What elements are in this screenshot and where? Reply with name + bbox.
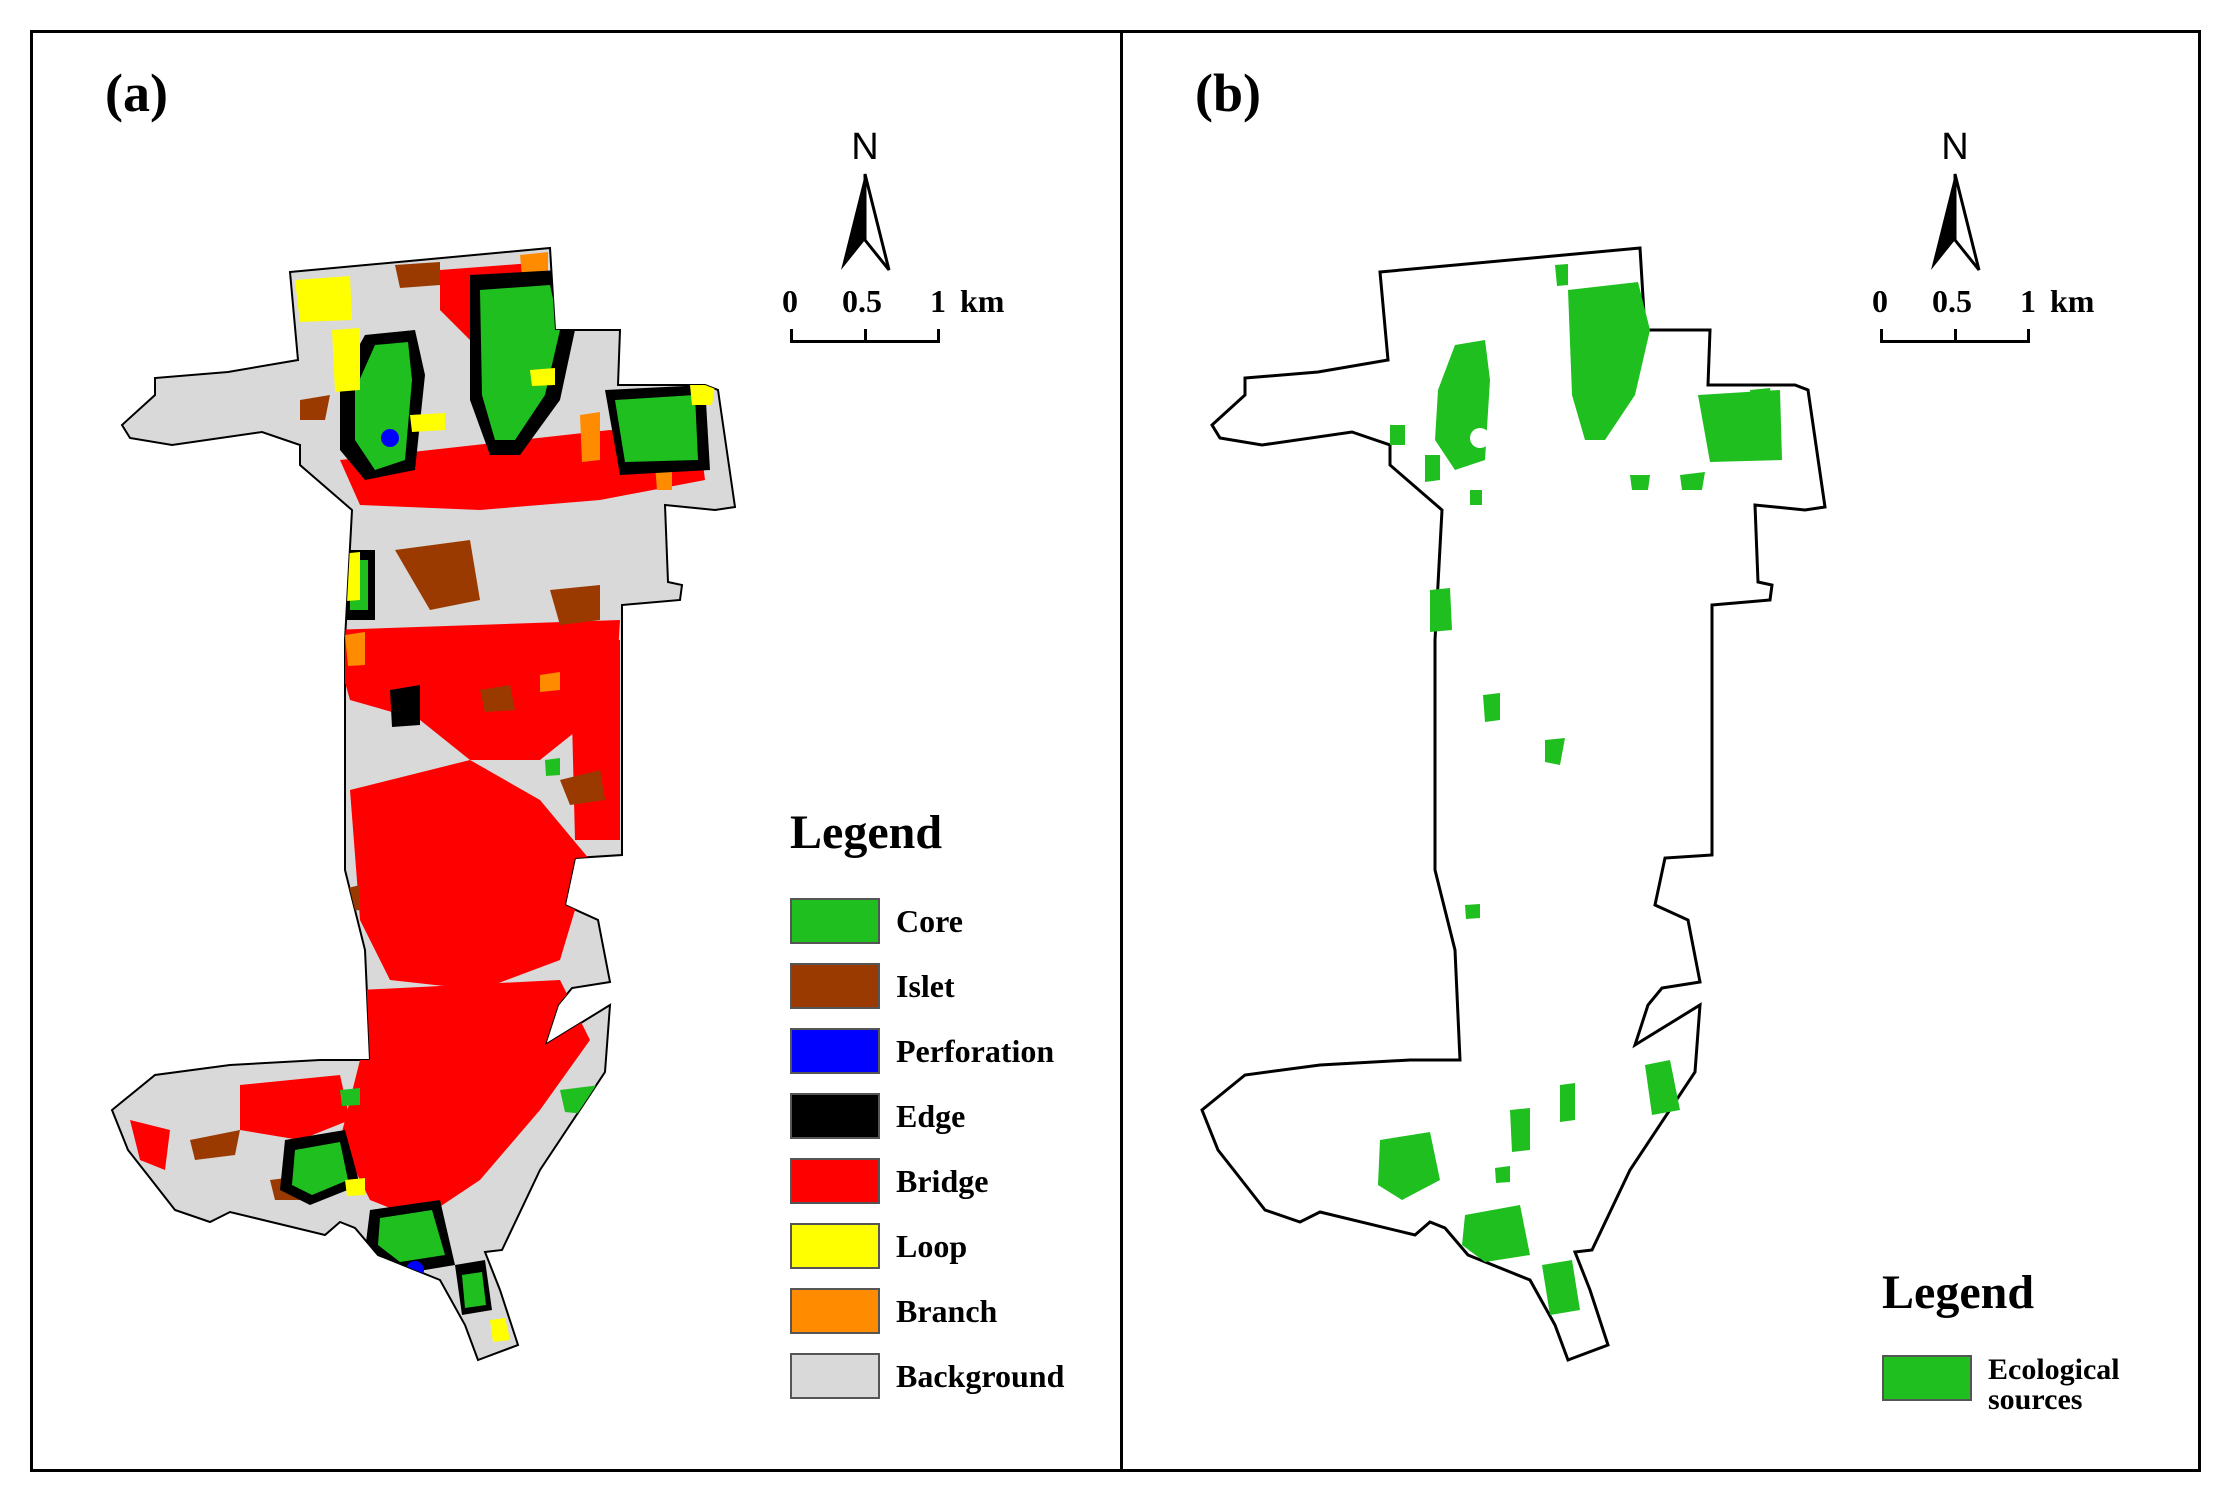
north-arrow-b: N — [1925, 128, 1985, 281]
legend-label: Background — [896, 1357, 1065, 1394]
legend-label: Core — [896, 902, 963, 939]
scale-mid-tick — [1954, 329, 1957, 343]
ecological-sources — [1378, 264, 1782, 1315]
legend-label: Loop — [896, 1227, 968, 1264]
legend-item-core: Core — [790, 897, 963, 945]
swatch-edge — [790, 1093, 880, 1139]
legend-label: Branch — [896, 1292, 998, 1329]
legend-title-a: Legend — [790, 806, 943, 859]
scale-mid-tick — [864, 329, 867, 343]
map-b-hole — [1470, 428, 1490, 448]
legend-item-background: Background — [790, 1352, 1064, 1400]
north-letter: N — [851, 126, 879, 168]
panel-b-label: (b) — [1195, 63, 1261, 123]
scale-tick-0-5: 0.5 — [1932, 283, 1972, 319]
legend-item-islet: Islet — [790, 962, 955, 1010]
scale-bar-a: 0 0.5 1 km — [782, 283, 1004, 353]
swatch-background — [790, 1353, 880, 1399]
figure-frame — [30, 30, 2201, 1472]
legend-item-bridge: Bridge — [790, 1157, 988, 1205]
legend-label-line1: Ecological — [1988, 1353, 2120, 1386]
core-areas — [292, 285, 698, 1308]
swatch-core — [790, 898, 880, 944]
legend-label: Edge — [896, 1097, 966, 1134]
scale-tick-0-5: 0.5 — [842, 283, 882, 319]
legend-item-perforation: Perforation — [790, 1027, 1054, 1075]
north-letter: N — [1941, 126, 1969, 168]
legend-label-line2: sources — [1988, 1383, 2083, 1416]
legend-label: Bridge — [896, 1162, 989, 1199]
legend-label: Islet — [896, 967, 955, 1004]
map-a-features — [130, 252, 715, 1342]
scale-unit: km — [2050, 283, 2095, 319]
legend-item-edge: Edge — [790, 1092, 965, 1140]
scale-unit: km — [960, 283, 1005, 319]
scale-tick-0: 0 — [1872, 283, 1888, 319]
map-b — [1200, 246, 1827, 1362]
north-arrow-icon — [841, 173, 891, 271]
swatch-loop — [790, 1223, 880, 1269]
legend-label-ecological-sources: Ecological sources — [1988, 1355, 2120, 1415]
legend-title-b: Legend — [1882, 1266, 2035, 1319]
north-arrow-a: N — [835, 128, 895, 281]
legend-item-branch: Branch — [790, 1287, 997, 1335]
scale-bar-b: 0 0.5 1 km — [1872, 283, 2094, 353]
legend-label: Perforation — [896, 1032, 1055, 1069]
panel-divider — [1120, 30, 1123, 1472]
swatch-perforation — [790, 1028, 880, 1074]
map-a — [110, 246, 737, 1362]
swatch-branch — [790, 1288, 880, 1334]
swatch-bridge — [790, 1158, 880, 1204]
panel-a-label: (a) — [105, 63, 168, 123]
legend-item-ecological-sources: Ecological sources — [1882, 1355, 2120, 1415]
legend-item-loop: Loop — [790, 1222, 967, 1270]
swatch-islet — [790, 963, 880, 1009]
scale-tick-1: 1 — [2020, 283, 2036, 319]
swatch-ecological-sources — [1882, 1355, 1972, 1401]
scale-tick-0: 0 — [782, 283, 798, 319]
scale-tick-1: 1 — [930, 283, 946, 319]
north-arrow-icon — [1931, 173, 1981, 271]
